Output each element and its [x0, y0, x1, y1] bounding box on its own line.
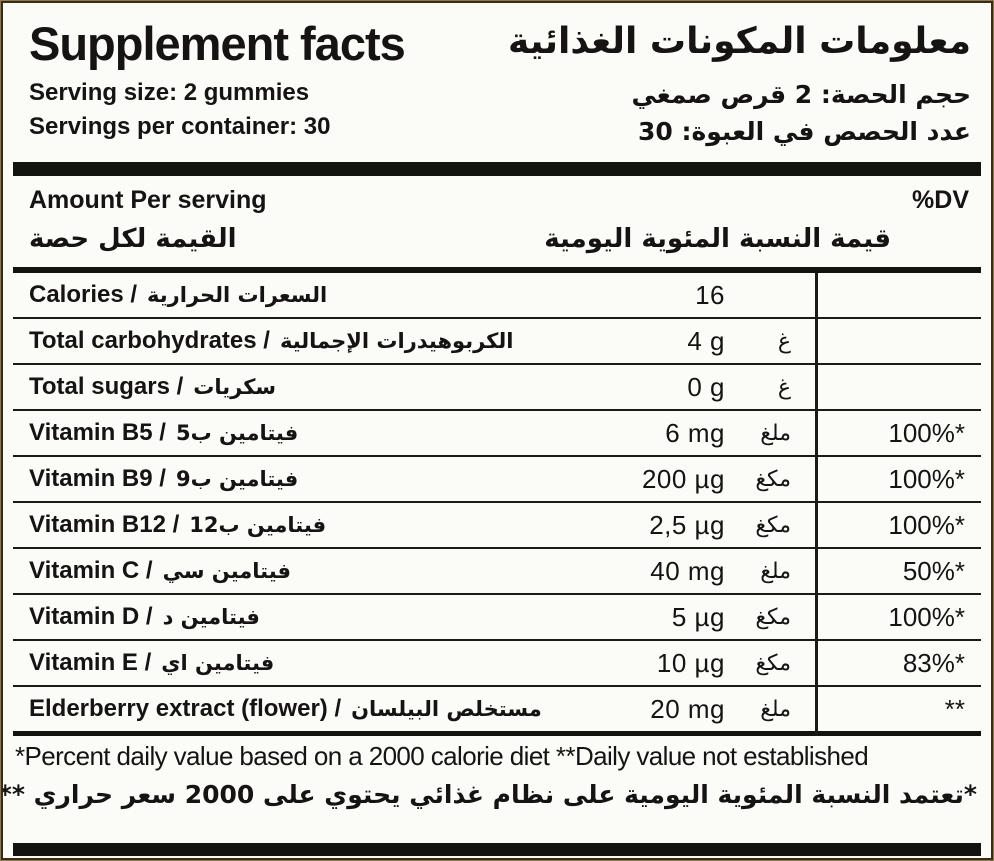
- dv-header-arabic: قيمة النسبة المئوية اليومية: [544, 224, 891, 255]
- row-name: Total sugars / سكريات: [29, 373, 277, 401]
- unit-arabic: مكغ: [755, 604, 791, 630]
- unit-arabic: ملغ: [760, 696, 791, 722]
- table-column-headers: Amount Per serving %DV القيمة لكل حصة قي…: [3, 176, 991, 267]
- divider-medium: [13, 267, 981, 274]
- serving-info: Serving size: 2 gummies Servings per con…: [29, 76, 971, 150]
- row-vitamin-b12: Vitamin B12 /فيتامين ب12 2,5 µg مكغ 100%…: [13, 503, 981, 550]
- dv-value: 100%*: [888, 417, 965, 448]
- row-name: Vitamin C / فيتامين سي: [29, 557, 292, 585]
- amount-value: 0 g: [687, 371, 725, 402]
- amount-per-serving-header-arabic: القيمة لكل حصة: [29, 224, 237, 255]
- serving-size-arabic: حجم الحصة: 2 قرص صمغي: [631, 80, 971, 110]
- dv-value: 50%*: [902, 555, 965, 586]
- footnote-arabic: *تعتمد النسبة المئوية اليومية على نظام غ…: [0, 780, 977, 810]
- dv-value: 100%*: [888, 509, 965, 540]
- serving-info-english: Serving size: 2 gummies Servings per con…: [29, 76, 330, 144]
- page-title: Supplement facts: [29, 17, 406, 70]
- column-headers-english: Amount Per serving %DV: [29, 186, 969, 215]
- row-total-sugars: Total sugars / سكريات 0 g غ: [13, 365, 981, 412]
- dv-value: 83%*: [902, 647, 965, 678]
- amount-value: 2,5 µg: [649, 509, 725, 540]
- divider-thick-bottom: [13, 843, 981, 856]
- row-vitamin-b9: Vitamin B9 /فيتامين ب9 200 µg مكغ 100%*: [13, 457, 981, 504]
- column-headers-arabic: القيمة لكل حصة قيمة النسبة المئوية اليوم…: [29, 219, 969, 259]
- unit-arabic: مكغ: [755, 650, 791, 676]
- row-vitamin-c: Vitamin C / فيتامين سي 40 mg ملغ 50%*: [13, 549, 981, 596]
- divider-thick-top: [13, 162, 981, 177]
- row-name: Vitamin E / فيتامين اي: [29, 649, 275, 677]
- amount-value: 200 µg: [641, 463, 725, 494]
- amount-value: 10 µg: [656, 647, 725, 678]
- dv-value: 100%*: [888, 601, 965, 632]
- row-total-carbohydrates: Total carbohydrates / الكربوهيدرات الإجما…: [13, 319, 981, 366]
- servings-per-container: Servings per container: 30: [29, 113, 331, 141]
- unit-arabic: غ: [777, 328, 791, 354]
- row-vitamin-d: Vitamin D / فيتامين د 5 µg مكغ 100%*: [13, 595, 981, 642]
- row-vitamin-b5: Vitamin B5 /فيتامين ب5 6 mg ملغ 100%*: [13, 411, 981, 458]
- amount-value: 6 mg: [665, 417, 725, 448]
- page-title-arabic: معلومات المكونات الغذائية: [508, 21, 971, 62]
- dv-header: %DV: [912, 186, 969, 215]
- dv-value: **: [944, 693, 965, 724]
- row-name: Elderberry extract (flower) / مستخلص البي…: [29, 695, 542, 723]
- row-name: Calories / السعرات الحرارية: [29, 281, 328, 309]
- amount-value: 5 µg: [671, 601, 725, 632]
- amount-value: 4 g: [687, 325, 725, 356]
- unit-arabic: ملغ: [760, 558, 791, 584]
- serving-size: Serving size: 2 gummies: [29, 79, 310, 107]
- row-name: Total carbohydrates / الكربوهيدرات الإجما…: [29, 327, 514, 355]
- amount-value: 16: [695, 279, 725, 310]
- amount-value: 40 mg: [650, 555, 725, 586]
- label-title-row: Supplement facts معلومات المكونات الغذائ…: [29, 13, 971, 74]
- unit-arabic: ملغ: [760, 420, 791, 446]
- row-name: Vitamin B9 /فيتامين ب9: [29, 465, 299, 493]
- amount-value: 20 mg: [650, 693, 725, 724]
- nutrition-table: Calories / السعرات الحرارية 16 Total carb…: [13, 273, 981, 737]
- dv-value: 100%*: [888, 463, 965, 494]
- row-calories: Calories / السعرات الحرارية 16: [13, 273, 981, 320]
- footnote-english: *Percent daily value based on a 2000 cal…: [15, 741, 869, 772]
- row-name: Vitamin B12 /فيتامين ب12: [29, 511, 327, 539]
- row-elderberry-extract: Elderberry extract (flower) / مستخلص البي…: [13, 687, 981, 737]
- row-name: Vitamin D / فيتامين د: [29, 603, 260, 631]
- unit-arabic: مكغ: [755, 512, 791, 538]
- dv-column-divider: [815, 273, 818, 737]
- serving-info-arabic: حجم الحصة: 2 قرص صمغي عدد الحصص في العبو…: [631, 76, 971, 150]
- amount-per-serving-header: Amount Per serving: [29, 186, 267, 215]
- row-vitamin-e: Vitamin E / فيتامين اي 10 µg مكغ 83%*: [13, 641, 981, 688]
- row-name: Vitamin B5 /فيتامين ب5: [29, 419, 299, 447]
- unit-arabic: غ: [777, 374, 791, 400]
- unit-arabic: مكغ: [755, 466, 791, 492]
- servings-per-container-arabic: عدد الحصص في العبوة: 30: [637, 117, 971, 147]
